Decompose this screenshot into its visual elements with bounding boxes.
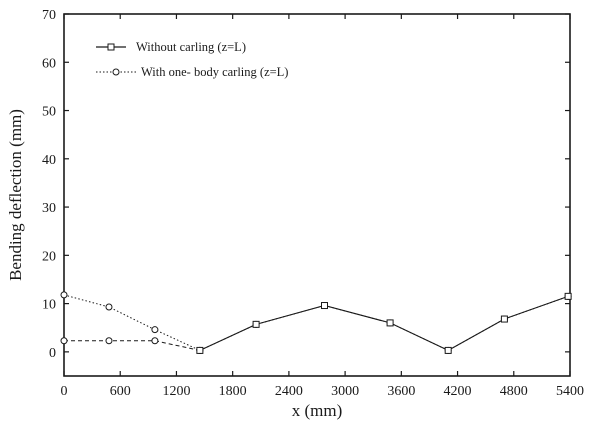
legend-label-with-one-body-carling: With one- body carling (z=L) — [141, 65, 288, 79]
legend-entry-with-one-body-carling: With one- body carling (z=L) — [96, 65, 288, 79]
x-tick-label: 4200 — [444, 384, 472, 399]
legend-square-marker-icon — [107, 43, 115, 51]
data-point-square — [564, 292, 572, 300]
data-point-circle — [105, 337, 113, 345]
y-tick-label: 50 — [42, 105, 56, 120]
y-tick-label: 20 — [42, 249, 56, 264]
data-point-square — [500, 315, 508, 323]
x-tick-label: 600 — [110, 384, 131, 399]
data-point-circle — [60, 337, 68, 345]
series-layer — [60, 291, 572, 354]
x-axis-title: x (mm) — [292, 401, 343, 420]
data-point-square — [386, 319, 394, 327]
x-tick-label: 3000 — [331, 384, 359, 399]
series-line-2 — [64, 340, 201, 351]
y-axis-ticks: 0 10 20 30 40 50 60 70 — [42, 8, 570, 361]
y-tick-label: 10 — [42, 298, 56, 313]
y-tick-label: 0 — [49, 346, 56, 361]
x-tick-label: 3600 — [387, 384, 415, 399]
plot-frame — [63, 13, 571, 377]
data-point-square — [320, 302, 328, 310]
data-point-circle — [151, 337, 159, 345]
data-point-circle — [105, 303, 113, 311]
x-tick-label: 4800 — [500, 384, 528, 399]
series-line-1 — [63, 294, 569, 351]
x-axis-ticks: 0 600 1200 1800 2400 3000 3600 4200 4800 5400 — [61, 14, 584, 399]
x-tick-label: 1200 — [162, 384, 190, 399]
y-axis-title: Bending deflection (mm) — [6, 109, 25, 281]
x-tick-label: 5400 — [556, 384, 584, 399]
data-point-square — [196, 346, 204, 354]
x-tick-label: 0 — [61, 384, 68, 399]
x-tick-label: 1800 — [219, 384, 247, 399]
legend: Without carling (z=L) With one- body car… — [96, 40, 288, 79]
data-point-circle — [151, 326, 159, 334]
data-point-square — [444, 346, 452, 354]
legend-entry-without-carling: Without carling (z=L) — [96, 40, 246, 54]
y-tick-label: 30 — [42, 201, 56, 216]
data-point-square — [252, 320, 260, 328]
data-point-circle — [60, 291, 68, 299]
legend-circle-marker-icon — [112, 68, 120, 76]
y-tick-label: 60 — [42, 56, 56, 71]
y-tick-label: 40 — [42, 153, 56, 168]
legend-label-without-carling: Without carling (z=L) — [136, 40, 246, 54]
x-tick-label: 2400 — [275, 384, 303, 399]
y-tick-label: 70 — [42, 8, 56, 23]
